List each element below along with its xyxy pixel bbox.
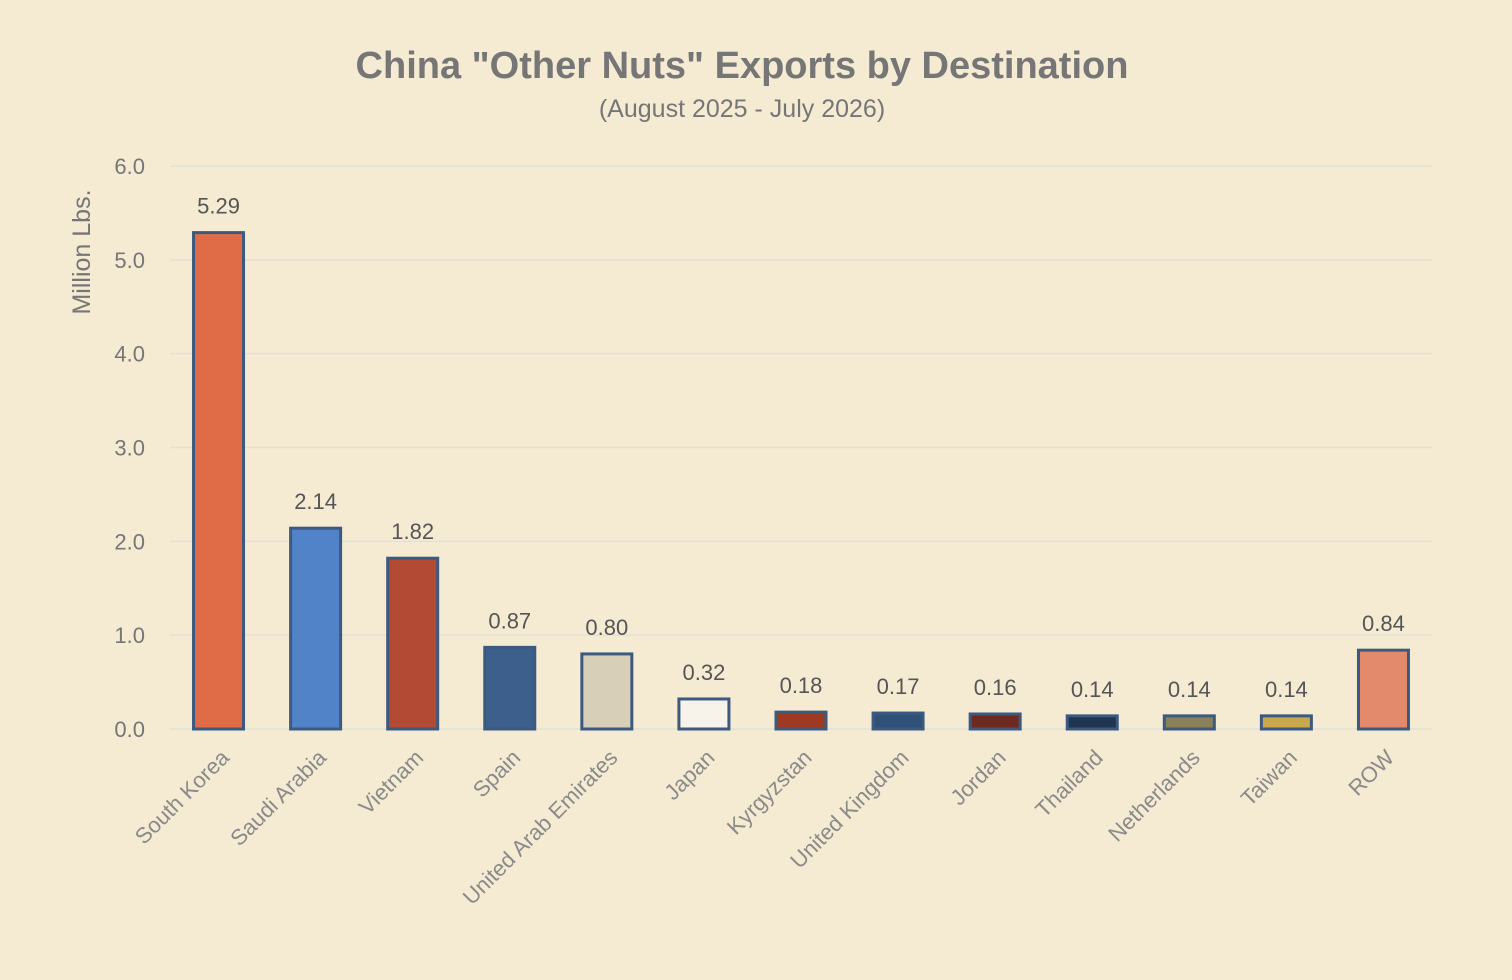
category-label: Vietnam <box>354 745 428 819</box>
bar-united-kingdom <box>871 711 925 731</box>
bar-thailand <box>1065 714 1119 731</box>
bar-vietnam <box>386 556 440 731</box>
data-labels: 5.29 2.14 1.82 0.87 0.80 0.32 0.18 0.17 0.16 0.14… <box>197 194 1405 702</box>
y-tick-label: 5.0 <box>114 248 145 273</box>
y-axis-label: Million Lbs. <box>68 189 96 314</box>
bar-kyrgyzstan <box>774 710 828 731</box>
data-label: 0.14 <box>1265 677 1308 702</box>
bar-spain <box>483 645 537 731</box>
bar-taiwan <box>1259 714 1313 731</box>
data-label: 1.82 <box>391 519 434 544</box>
bar-united-arab-emirates <box>580 652 634 731</box>
bar-south-korea <box>192 231 246 731</box>
grid-lines <box>170 165 1432 730</box>
bar-japan <box>677 697 731 731</box>
category-label: Taiwan <box>1236 745 1302 811</box>
category-label: Jordan <box>945 745 1010 810</box>
chart-title: China "Other Nuts" Exports by Destinatio… <box>356 45 1129 87</box>
data-label: 0.14 <box>1168 677 1211 702</box>
category-label: Thailand <box>1030 745 1107 822</box>
y-tick-label: 4.0 <box>114 342 145 367</box>
y-axis-ticks: 0.0 1.0 2.0 3.0 4.0 5.0 6.0 <box>114 154 145 742</box>
data-label: 0.80 <box>585 615 628 640</box>
category-label: ROW <box>1343 745 1399 801</box>
bar-jordan <box>968 712 1022 731</box>
data-label: 0.16 <box>974 675 1017 700</box>
data-label: 0.87 <box>488 608 531 633</box>
bar-saudi-arabia <box>289 526 343 731</box>
y-tick-label: 1.0 <box>114 623 145 648</box>
category-label: Spain <box>468 745 525 802</box>
category-label: Japan <box>659 745 719 805</box>
data-label: 5.29 <box>197 194 240 219</box>
data-label: 0.32 <box>683 660 726 685</box>
y-tick-label: 3.0 <box>114 436 145 461</box>
chart-subtitle: (August 2025 - July 2026) <box>599 95 885 123</box>
category-label: Saudi Arabia <box>225 744 331 850</box>
data-label: 2.14 <box>294 489 337 514</box>
bars <box>192 231 1410 731</box>
data-label: 0.17 <box>877 674 920 699</box>
y-tick-label: 6.0 <box>114 154 145 179</box>
category-label: South Korea <box>130 744 235 849</box>
category-label: Kyrgyzstan <box>722 745 817 840</box>
y-tick-label: 0.0 <box>114 717 145 742</box>
data-label: 0.84 <box>1362 611 1405 636</box>
bar-netherlands <box>1162 714 1216 731</box>
data-label: 0.18 <box>780 673 823 698</box>
category-label: Netherlands <box>1103 745 1205 847</box>
data-label: 0.14 <box>1071 677 1114 702</box>
y-tick-label: 2.0 <box>114 529 145 554</box>
bar-row <box>1356 648 1410 731</box>
